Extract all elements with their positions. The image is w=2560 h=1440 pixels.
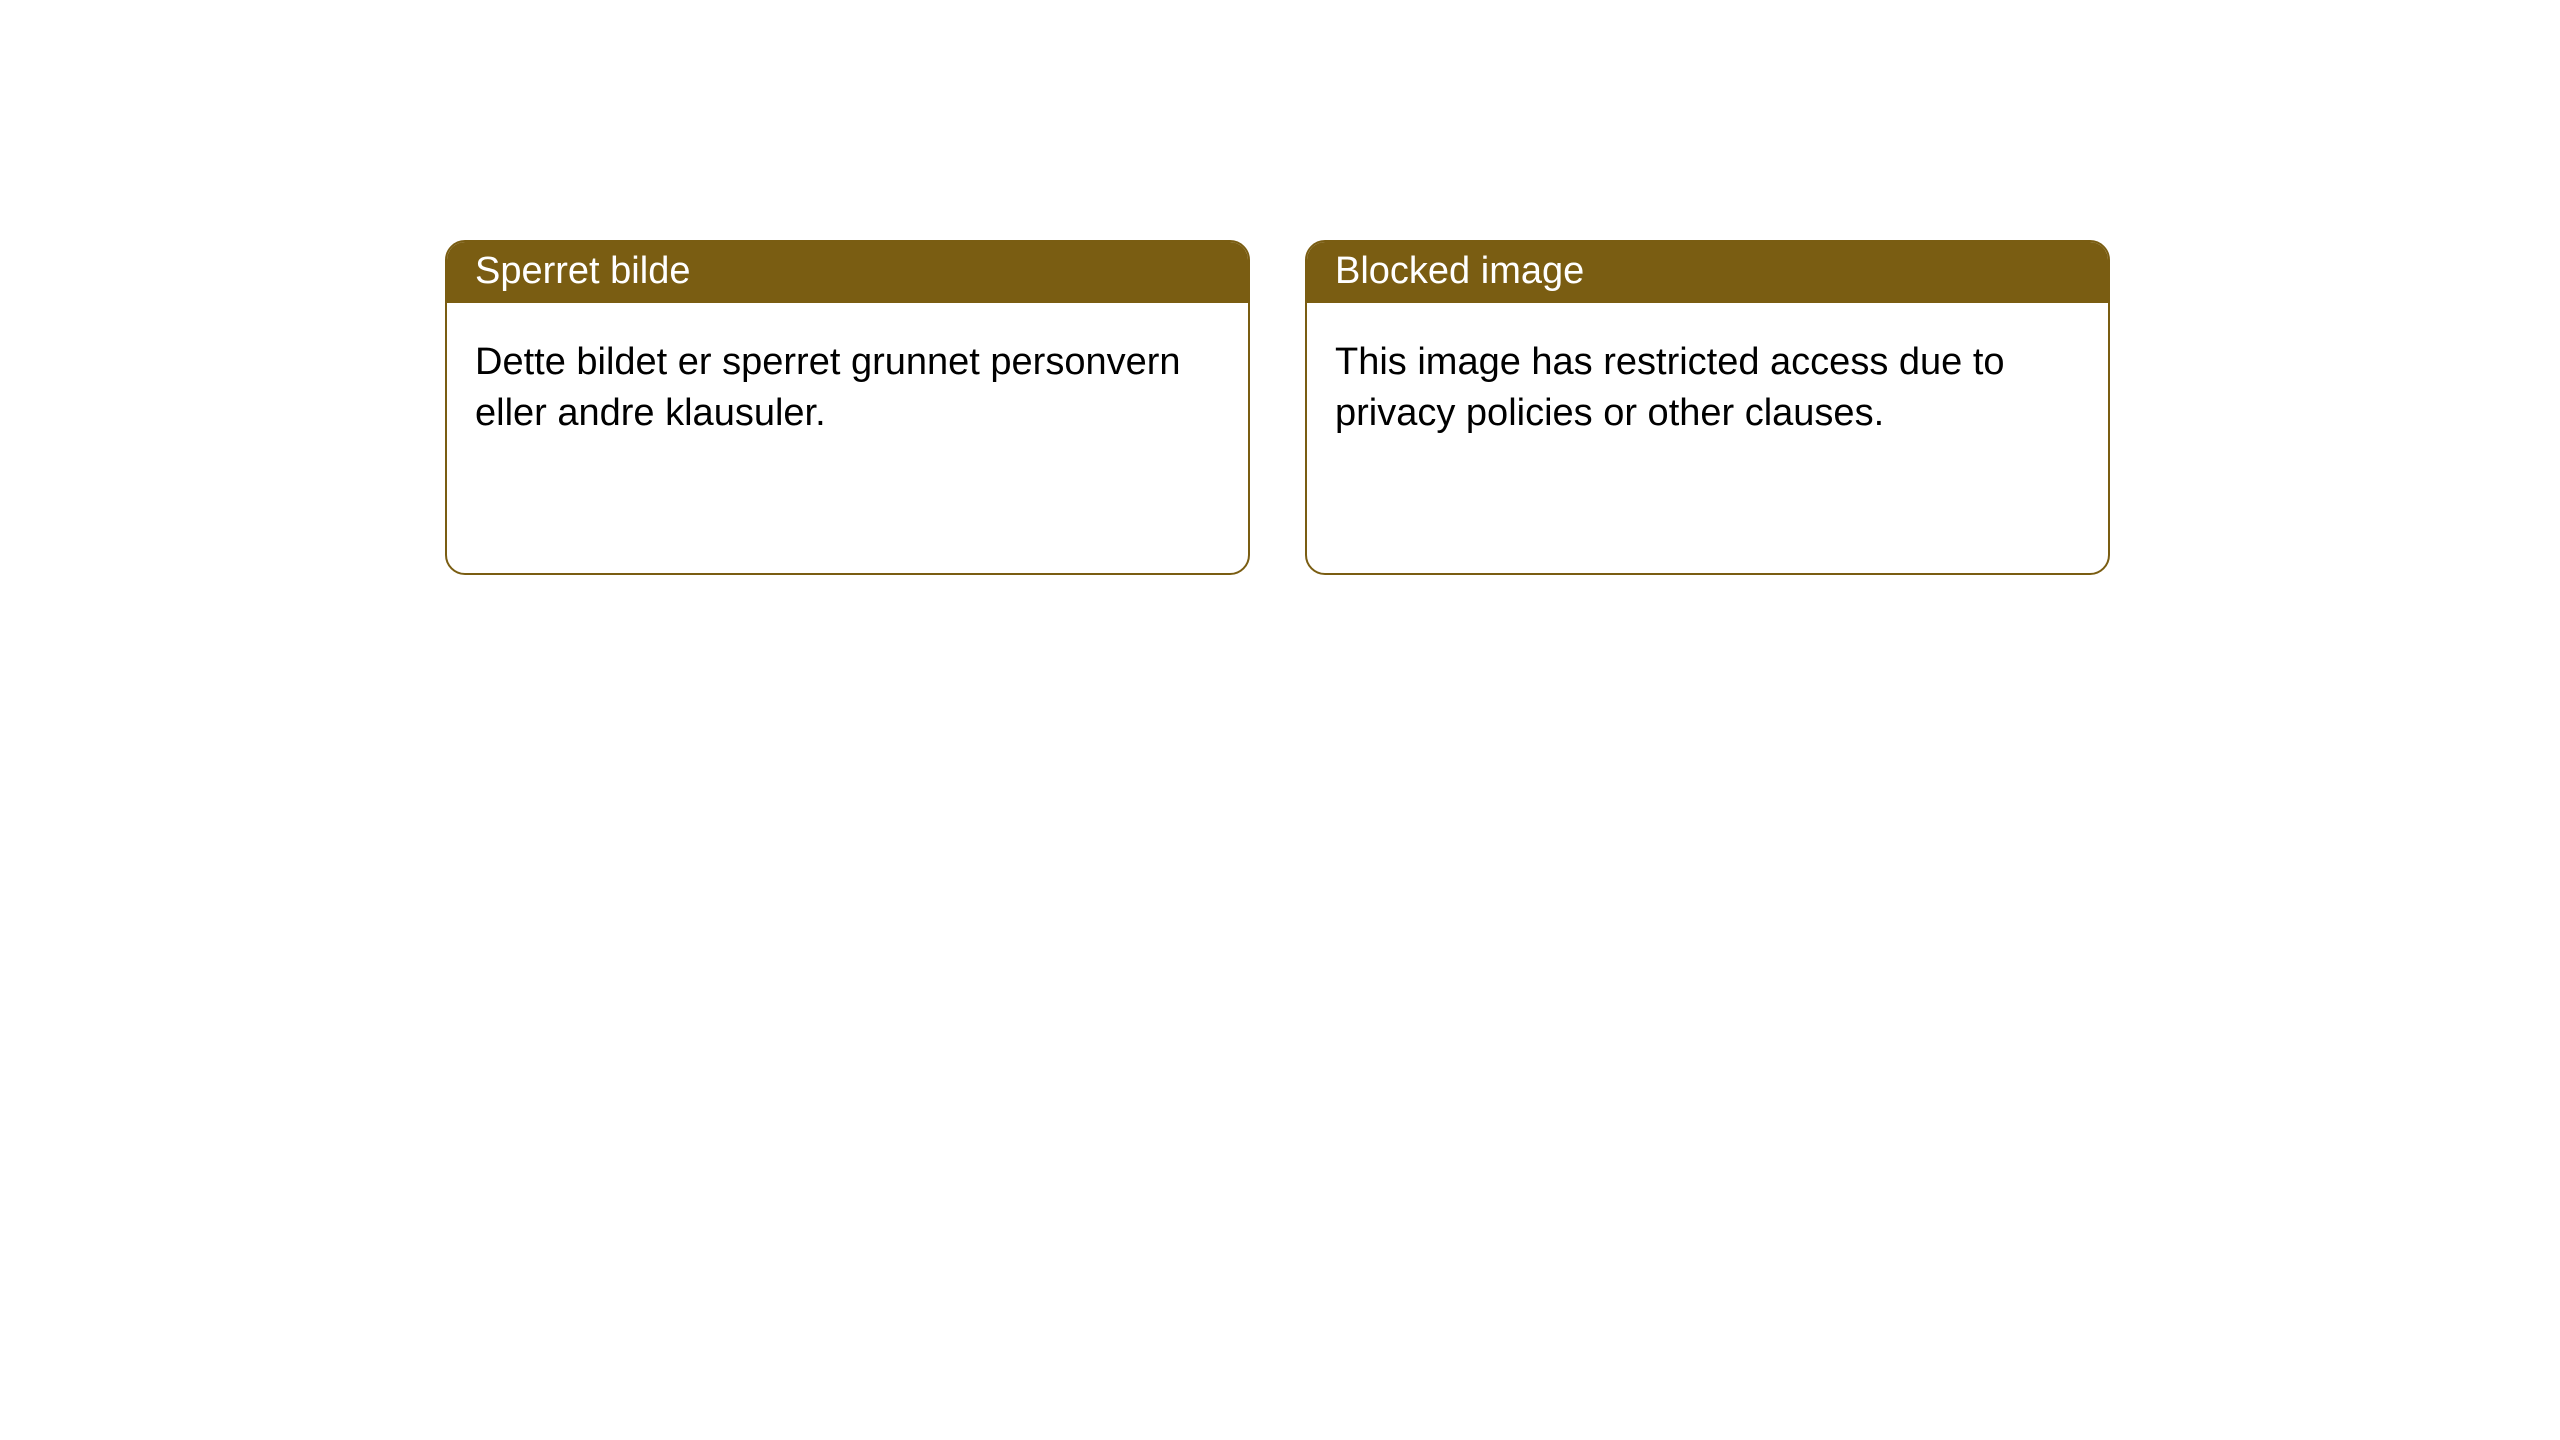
notice-card-norwegian: Sperret bilde Dette bildet er sperret gr…: [445, 240, 1250, 575]
notice-header: Blocked image: [1307, 242, 2108, 303]
notice-body: This image has restricted access due to …: [1307, 303, 2108, 474]
notice-body: Dette bildet er sperret grunnet personve…: [447, 303, 1248, 474]
notice-container: Sperret bilde Dette bildet er sperret gr…: [0, 0, 2560, 575]
notice-header: Sperret bilde: [447, 242, 1248, 303]
notice-card-english: Blocked image This image has restricted …: [1305, 240, 2110, 575]
